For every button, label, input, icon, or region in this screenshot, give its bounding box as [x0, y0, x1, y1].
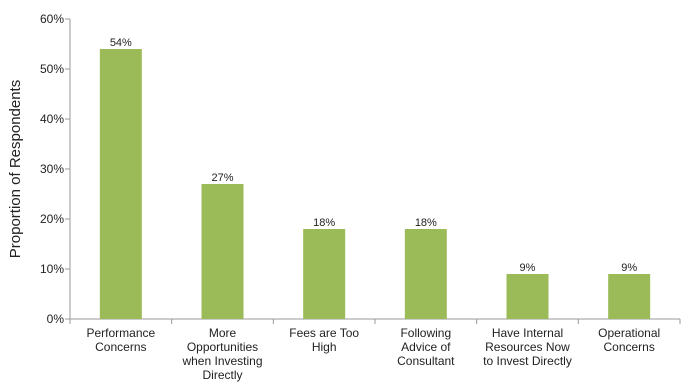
x-axis — [69, 318, 681, 324]
category-label-line: High — [312, 340, 337, 354]
bar — [404, 229, 447, 319]
data-label: 18% — [313, 217, 335, 229]
category-label-line: Fees are Too — [289, 326, 359, 340]
bar — [99, 49, 142, 319]
category-label: Have Internal Resources Now to Invest Dire… — [483, 326, 572, 368]
category-label-line: Resources Now — [485, 340, 570, 354]
category-label: Performance Concerns — [86, 326, 155, 354]
y-tick-label: 50% — [40, 62, 64, 76]
category-label: Operational Concerns — [598, 326, 660, 354]
y-tick-label: 0% — [47, 312, 65, 326]
data-label: 54% — [110, 37, 132, 49]
category-label-line: Advice of — [401, 340, 451, 354]
y-tick-label: 20% — [40, 212, 64, 226]
category-label-line: Opportunities — [187, 340, 258, 354]
bar-series — [99, 49, 651, 319]
y-axis-title: Proportion of Respondents — [7, 80, 24, 258]
y-tick-label: 60% — [40, 12, 64, 26]
y-tick-label: 40% — [40, 112, 64, 126]
data-label: 9% — [621, 262, 637, 274]
bar — [506, 274, 549, 319]
bar — [201, 184, 244, 319]
category-label-line: when Investing — [181, 354, 262, 368]
category-label: Fees are Too High — [289, 326, 359, 354]
category-label-line: to Invest Directly — [483, 354, 572, 368]
category-label-line: Directly — [202, 368, 242, 382]
data-labels: 54% 27% 18% 18% 9% 9% — [110, 37, 638, 274]
category-label-line: Consultant — [397, 354, 455, 368]
y-tick-label: 10% — [40, 262, 64, 276]
category-label: Following Advice of Consultant — [397, 326, 455, 368]
category-label: More Opportunities when Investing Directly — [181, 326, 262, 382]
category-label-line: Following — [400, 326, 451, 340]
category-label-line: Operational — [598, 326, 660, 340]
data-label: 27% — [211, 172, 233, 184]
bar — [303, 229, 346, 319]
y-axis: 0% 10% 20% 30% 40% 50% 60% — [40, 12, 71, 326]
bar — [608, 274, 651, 319]
y-tick-label: 30% — [40, 162, 64, 176]
data-label: 18% — [415, 217, 437, 229]
category-label-line: Concerns — [603, 340, 654, 354]
category-label-line: Have Internal — [492, 326, 563, 340]
category-label-line: More — [209, 326, 237, 340]
data-label: 9% — [520, 262, 536, 274]
category-label-line: Performance — [86, 326, 155, 340]
category-label-line: Concerns — [95, 340, 146, 354]
